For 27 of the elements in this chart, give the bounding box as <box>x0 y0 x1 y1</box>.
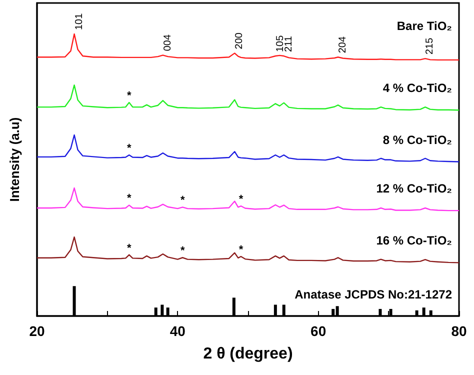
annotation: * <box>126 242 132 254</box>
series-label: Anatase JCPDS No:21-1272 <box>294 287 452 302</box>
series-label: 4 % Co-TiO₂ <box>382 81 452 96</box>
annotation: 204 <box>338 36 349 54</box>
annotation: * <box>180 245 186 258</box>
annotation: 004 <box>162 34 174 52</box>
annotation: * <box>238 194 244 206</box>
x-tick-label: 80 <box>451 323 467 339</box>
annotation: 101 <box>74 12 85 30</box>
annotation: * <box>126 90 132 102</box>
series-label: 16 % Co-TiO₂ <box>376 234 452 248</box>
y-axis-title: Intensity (a.u) <box>7 117 22 202</box>
x-tick-label: 60 <box>310 323 326 339</box>
annotation: * <box>180 194 186 207</box>
annotation: 200 <box>234 32 246 50</box>
x-tick-label: 20 <box>29 323 45 339</box>
annotation: * <box>126 142 132 154</box>
x-tick-label: 40 <box>170 323 186 339</box>
annotation: * <box>238 244 244 256</box>
annotation: 215 <box>424 37 436 55</box>
annotation: 211 <box>283 36 294 52</box>
annotation: * <box>126 192 132 205</box>
annotation: 105 <box>274 34 286 52</box>
series-label: 12 % Co-TiO₂ <box>376 182 452 196</box>
text: Bare TiO₂ <box>396 19 452 34</box>
series-label: 8 % Co-TiO₂ <box>382 132 452 147</box>
x-axis-title: 2 θ (degree) <box>203 346 293 362</box>
